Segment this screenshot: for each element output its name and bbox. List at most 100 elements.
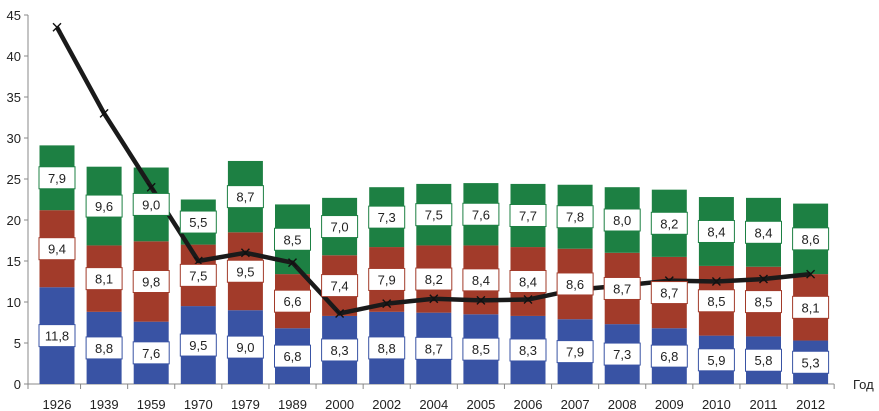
data-label-box — [509, 203, 547, 227]
data-label-box — [179, 210, 217, 234]
data-label: 8,8 — [378, 341, 396, 356]
data-label-box — [321, 338, 359, 362]
line-point-marker — [476, 295, 486, 305]
x-tick-label: 2007 — [561, 397, 590, 411]
y-tick-label: 35 — [7, 90, 21, 105]
data-label: 9,0 — [142, 197, 160, 212]
data-label: 5,3 — [802, 355, 820, 370]
data-label: 8,5 — [283, 232, 301, 247]
data-label: 7,9 — [48, 171, 66, 186]
data-label: 9,5 — [189, 338, 207, 353]
x-tick-label: 2006 — [514, 397, 543, 411]
data-label-box — [321, 274, 359, 298]
data-label-box — [697, 219, 735, 243]
data-label-box — [650, 281, 688, 305]
data-label: 7,3 — [613, 347, 631, 362]
line-point-marker — [382, 299, 392, 309]
data-label: 8,5 — [472, 342, 490, 357]
y-tick-label: 30 — [7, 131, 21, 146]
x-tick-label: 1989 — [278, 397, 307, 411]
line-point-marker — [146, 182, 156, 192]
data-label: 11,8 — [45, 329, 69, 344]
line-point-marker — [335, 308, 345, 318]
data-label: 8,1 — [802, 300, 820, 315]
data-label: 8,2 — [660, 216, 678, 231]
data-label-box — [792, 350, 830, 374]
data-label-box — [38, 324, 76, 348]
data-label-box — [274, 289, 311, 313]
line-point-marker — [759, 274, 768, 284]
data-label: 8,3 — [331, 343, 349, 358]
data-label-box — [556, 205, 594, 229]
data-label-box — [745, 220, 782, 244]
data-label: 7,0 — [331, 220, 349, 235]
data-label-box — [85, 336, 123, 360]
data-label: 6,8 — [660, 349, 678, 364]
data-label: 8,6 — [566, 277, 584, 292]
x-tick-label: 2009 — [655, 397, 684, 411]
x-tick-label: 1939 — [90, 397, 119, 411]
data-label-box — [179, 333, 217, 357]
data-label-box — [603, 276, 641, 300]
axes-layer: 0 5 10 15 20 25 30 35 40 45 1926 1939 1959 1970 1979 19… — [7, 8, 835, 411]
data-label: 9,8 — [142, 275, 160, 290]
data-label: 7,6 — [472, 207, 490, 222]
data-label: 7,4 — [331, 279, 349, 294]
data-label: 8,4 — [707, 224, 725, 239]
data-label-box — [85, 267, 123, 291]
data-label-box — [509, 270, 547, 293]
x-tick-label: 1926 — [43, 397, 72, 411]
y-tick-label: 20 — [7, 213, 21, 228]
line-point-marker — [711, 277, 721, 286]
y-tick-label: 5 — [14, 336, 21, 351]
data-label: 9,0 — [236, 340, 254, 355]
x-axis-label: Год — [853, 377, 874, 392]
x-tick-label: 2000 — [325, 397, 354, 411]
data-label-box — [132, 341, 170, 365]
y-tick-label: 10 — [7, 295, 21, 310]
y-tick-label: 45 — [7, 8, 21, 23]
data-label-box — [226, 335, 264, 359]
data-label: 7,9 — [378, 272, 396, 287]
data-label-box — [650, 344, 688, 368]
data-label-box — [603, 208, 641, 232]
line-point-marker — [429, 294, 439, 304]
x-tick-label: 1959 — [137, 397, 166, 411]
data-label-box — [792, 227, 830, 251]
line-point-marker — [288, 258, 297, 268]
data-label-box — [179, 263, 217, 287]
data-label: 7,8 — [566, 210, 584, 225]
data-label: 7,6 — [142, 346, 160, 361]
data-label: 7,9 — [566, 345, 584, 360]
line-point-marker — [240, 248, 250, 258]
data-label-box — [132, 270, 170, 293]
data-label: 7,7 — [519, 208, 537, 223]
x-tick-label: 2011 — [750, 397, 778, 411]
data-label-box — [368, 205, 406, 229]
data-label-box — [38, 166, 76, 190]
data-label: 8,3 — [519, 343, 537, 358]
x-tick-label: 1979 — [231, 397, 260, 411]
data-label: 8,4 — [754, 225, 772, 240]
data-label-box — [415, 203, 453, 227]
y-tick-label: 40 — [7, 49, 21, 64]
data-label-box — [226, 185, 264, 209]
data-label: 7,3 — [378, 210, 396, 225]
x-tick-label: 2002 — [372, 397, 401, 411]
data-label: 8,7 — [613, 281, 631, 296]
line-point-marker — [99, 108, 109, 118]
data-label-box — [792, 295, 830, 319]
data-label: 9,4 — [48, 242, 66, 257]
data-label-box — [603, 342, 641, 366]
data-label-box — [462, 337, 500, 361]
data-label: 9,6 — [95, 199, 113, 214]
data-label-box — [745, 348, 782, 372]
data-label-box — [462, 268, 500, 292]
data-label-box — [415, 267, 453, 291]
data-label: 8,8 — [95, 341, 113, 356]
data-label: 6,6 — [283, 294, 301, 309]
x-tick-label: 2012 — [796, 397, 825, 411]
data-label-box — [226, 259, 264, 283]
